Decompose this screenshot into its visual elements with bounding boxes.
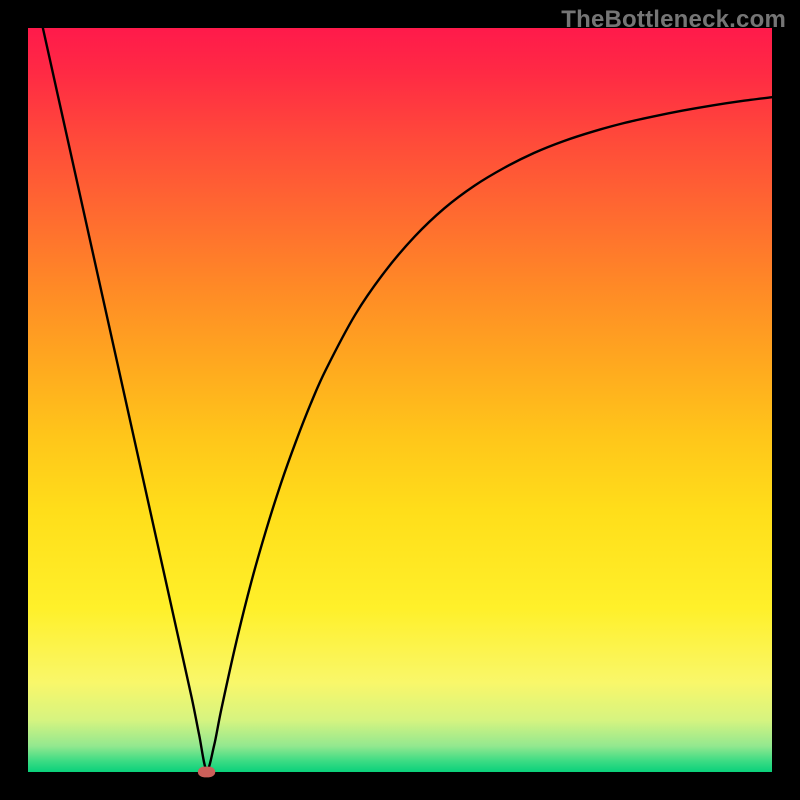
chart-stage: TheBottleneck.com <box>0 0 800 800</box>
plot-background <box>28 28 772 772</box>
bottleneck-chart <box>0 0 800 800</box>
optimum-marker <box>198 767 214 777</box>
